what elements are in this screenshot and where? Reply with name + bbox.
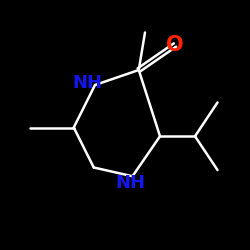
Text: NH: NH (72, 74, 102, 92)
Text: O: O (166, 35, 184, 55)
Text: NH: NH (115, 174, 145, 192)
